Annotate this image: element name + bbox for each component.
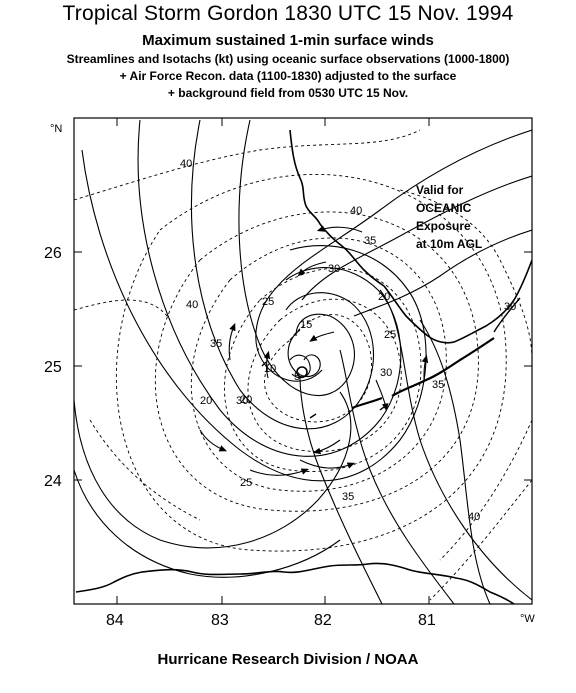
isotach-label: 10 xyxy=(264,363,276,375)
isotach-labels: 40 40 35 30 25 20 15 10 5 40 35 30 20 25… xyxy=(180,158,516,523)
description-line-1: Streamlines and Isotachs (kt) using ocea… xyxy=(66,52,510,66)
isotach-label: 35 xyxy=(432,379,444,391)
north-unit-label: °N xyxy=(50,123,62,135)
isotach-label: 5 xyxy=(294,371,300,383)
map-subtitle: Maximum sustained 1-min surface winds xyxy=(142,32,434,49)
east-coast-right xyxy=(493,297,521,333)
isotach-label: 35 xyxy=(342,491,354,503)
valid-line-2: OCEANIC xyxy=(416,201,472,215)
isotach-label: 20 xyxy=(200,395,212,407)
valid-line-4: at 10m AGL xyxy=(416,237,482,251)
isotach-label: 40 xyxy=(468,511,480,523)
description-line-2: + Air Force Recon. data (1100-1830) adju… xyxy=(119,69,457,83)
isotach-label: 40 xyxy=(350,205,362,217)
isotach-label: 30 xyxy=(328,263,340,275)
isotach-label: 30 xyxy=(504,301,516,313)
footer-credit: Hurricane Research Division / NOAA xyxy=(157,651,419,668)
isotach-label: 20 xyxy=(240,394,252,406)
storm-center-marker xyxy=(296,366,308,378)
lat-label-25: 25 xyxy=(44,359,62,376)
lon-label-82: 82 xyxy=(314,612,332,629)
isotach-label: 25 xyxy=(240,477,252,489)
isotach-label: 25 xyxy=(384,329,396,341)
isotach-label: 35 xyxy=(364,235,376,247)
west-unit-label: °W xyxy=(520,613,535,625)
map-title: Tropical Storm Gordon 1830 UTC 15 Nov. 1… xyxy=(62,2,514,25)
lon-label-83: 83 xyxy=(211,612,229,629)
description-line-3: + background field from 0530 UTC 15 Nov. xyxy=(167,86,409,100)
isotach-label: 25 xyxy=(262,296,274,308)
isotach-label: 20 xyxy=(378,291,390,303)
lon-label-84: 84 xyxy=(106,612,124,629)
isotach-label: 40 xyxy=(186,299,198,311)
frame-ticks xyxy=(74,118,532,604)
isotach-label: 35 xyxy=(210,338,222,350)
map-frame xyxy=(73,117,533,605)
valid-line-3: Exposure xyxy=(416,219,471,233)
florida-coastline xyxy=(289,129,532,344)
isotach-label: 40 xyxy=(180,158,192,170)
isotach-label: 30 xyxy=(380,367,392,379)
cuba-coastline xyxy=(75,562,515,604)
lat-label-26: 26 xyxy=(44,245,62,262)
valid-line-1: Valid for xyxy=(416,183,464,197)
isotach-label: 30 xyxy=(236,395,248,407)
lon-label-81: 81 xyxy=(418,612,436,629)
lat-label-24: 24 xyxy=(44,473,62,490)
isotach-label: 15 xyxy=(300,319,312,331)
isotachs xyxy=(74,129,532,601)
